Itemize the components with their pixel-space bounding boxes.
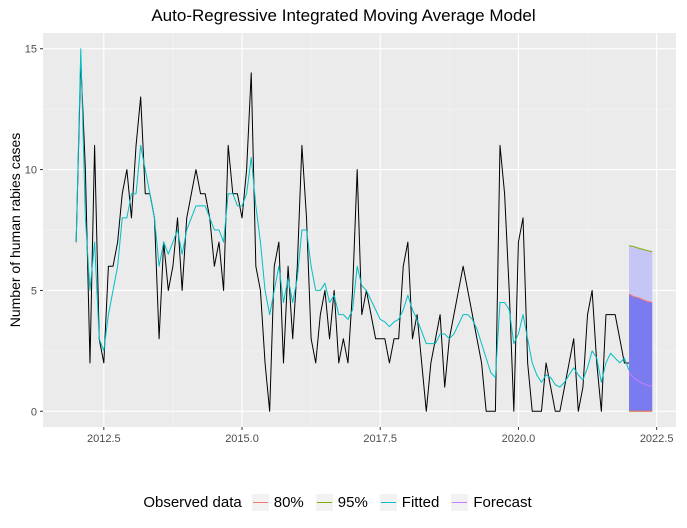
legend-label-80: 80% <box>273 494 304 511</box>
y-axis-title: Number of human rabies cases <box>7 133 23 328</box>
legend-item-80: 80% <box>251 494 304 511</box>
legend-item-fitted: Fitted <box>379 494 440 511</box>
legend: Observed data 80% 95% Fitted Forecast <box>0 494 687 511</box>
legend-key-80 <box>251 494 269 511</box>
x-tick-label: 2020.0 <box>502 433 536 445</box>
fitted-line <box>75 48 630 388</box>
x-tick-label: 2022.5 <box>640 433 674 445</box>
legend-key-95 <box>315 494 333 511</box>
legend-title: Observed data <box>143 494 242 511</box>
y-tick-label: 0 <box>31 406 37 418</box>
forecast-bands <box>628 245 653 412</box>
band-80 <box>629 294 653 412</box>
y-tick-label: 10 <box>25 165 37 177</box>
legend-key-fitted <box>379 494 397 511</box>
legend-key-forecast <box>451 494 469 511</box>
legend-label-fitted: Fitted <box>401 494 440 511</box>
legend-label-95: 95% <box>337 494 368 511</box>
y-axis: 0 5 10 15 <box>25 44 43 418</box>
y-tick-label: 15 <box>25 44 37 56</box>
x-tick-label: 2017.5 <box>363 433 397 445</box>
series-lines <box>75 48 630 412</box>
x-tick-label: 2012.5 <box>87 433 121 445</box>
observed-line <box>75 60 629 412</box>
hi95-line <box>628 245 653 253</box>
forecast-mean-line <box>628 372 653 388</box>
x-tick-label: 2015.0 <box>225 433 259 445</box>
hi80-line <box>628 293 653 304</box>
chart-title: Auto-Regressive Integrated Moving Averag… <box>151 6 536 25</box>
x-axis: 2012.5 2015.0 2017.5 2020.0 2022.5 <box>87 427 673 445</box>
legend-item-95: 95% <box>315 494 368 511</box>
legend-item-forecast: Forecast <box>451 494 532 511</box>
y-tick-label: 5 <box>31 285 37 297</box>
legend-label-forecast: Forecast <box>473 494 532 511</box>
